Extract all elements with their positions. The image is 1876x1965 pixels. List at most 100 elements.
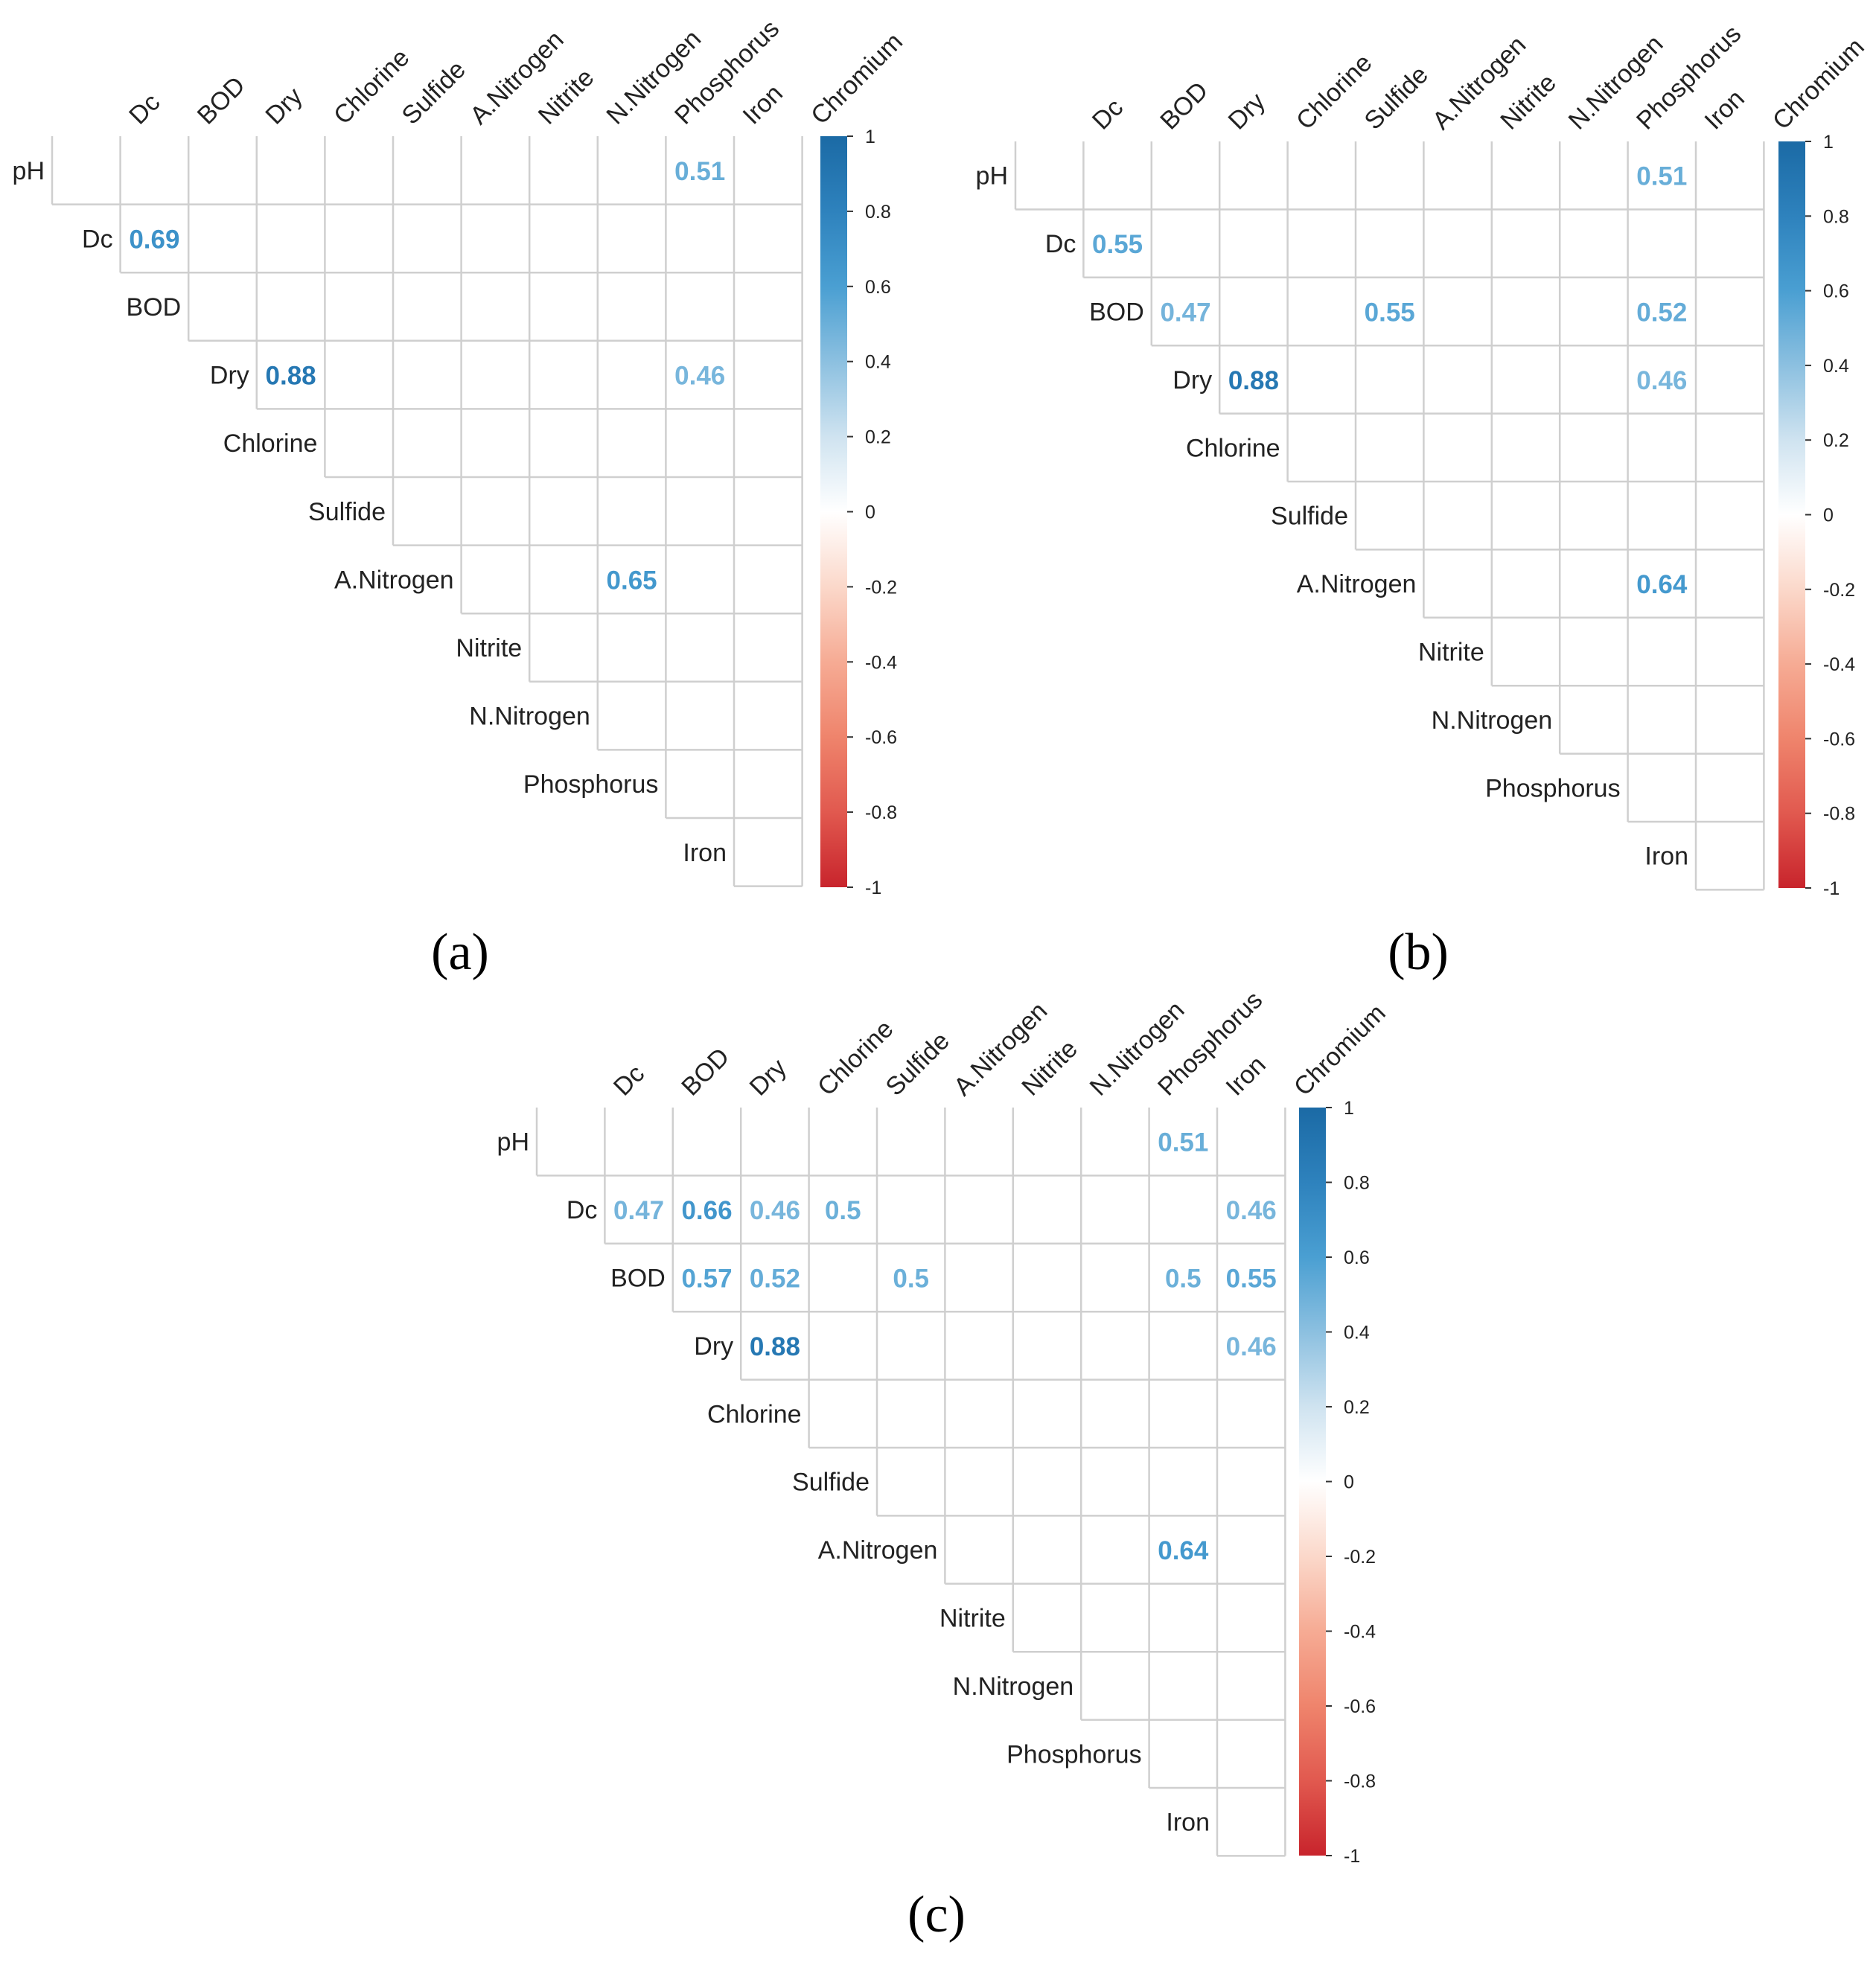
row-label: Sulfide bbox=[792, 1469, 870, 1497]
correlation-value: 0.88 bbox=[1228, 366, 1279, 395]
row-label: Dry bbox=[1172, 366, 1212, 394]
column-label: Chlorine bbox=[812, 1015, 899, 1101]
row-label: BOD bbox=[1089, 298, 1144, 327]
column-label: Iron bbox=[1220, 1050, 1271, 1101]
row-label: Dry bbox=[210, 362, 249, 390]
row-label: Sulfide bbox=[308, 498, 386, 526]
correlation-value: 0.5 bbox=[1165, 1265, 1202, 1294]
colorbar-tick-label: -0.8 bbox=[1823, 804, 1855, 825]
row-label: Chlorine bbox=[1186, 434, 1280, 462]
colorbar: 1 0.8 0.6 0.4 0.2 0 -0.2 -0.4 -0.6 -0.8 -1 bbox=[820, 127, 897, 898]
colorbar-tick-label: 0.4 bbox=[1823, 356, 1849, 377]
colorbar-tick-label: -0.8 bbox=[1344, 1771, 1376, 1792]
panel-label: (a) bbox=[431, 924, 489, 981]
column-label: Nitrite bbox=[1016, 1035, 1083, 1102]
column-label: Dc bbox=[1087, 93, 1129, 135]
colorbar-tick-label: -0.6 bbox=[1344, 1696, 1376, 1717]
row-label: Nitrite bbox=[939, 1605, 1006, 1633]
column-label: Chromium bbox=[1767, 33, 1870, 135]
colorbar: 1 0.8 0.6 0.4 0.2 0 -0.2 -0.4 -0.6 -0.8 -1 bbox=[1778, 132, 1855, 899]
row-label: Sulfide bbox=[1271, 502, 1348, 531]
colorbar-tick-label: -0.4 bbox=[1344, 1622, 1376, 1643]
correlation-value: 0.47 bbox=[613, 1196, 664, 1225]
row-label: Chlorine bbox=[223, 429, 318, 458]
column-label: Dc bbox=[124, 88, 165, 130]
column-label: Chromium bbox=[805, 28, 908, 130]
correlation-value: 0.46 bbox=[750, 1196, 800, 1225]
colorbar-tick-label: 1 bbox=[1344, 1098, 1354, 1119]
correlation-value: 0.66 bbox=[681, 1196, 732, 1225]
correlation-value: 0.88 bbox=[750, 1332, 800, 1361]
correlation-value: 0.51 bbox=[674, 157, 725, 186]
colorbar-tick-label: 0 bbox=[865, 502, 875, 523]
column-label: Nitrite bbox=[533, 63, 600, 130]
colorbar-tick-label: -1 bbox=[1344, 1846, 1360, 1867]
correlation-value: 0.88 bbox=[266, 362, 316, 391]
row-label: A.Nitrogen bbox=[334, 566, 454, 594]
row-label: pH bbox=[976, 162, 1008, 191]
row-label: Phosphorus bbox=[523, 770, 658, 799]
row-label: BOD bbox=[610, 1265, 666, 1293]
colorbar-tick-label: 0 bbox=[1823, 505, 1834, 526]
column-label: BOD bbox=[676, 1043, 735, 1102]
colorbar-tick-label: 0.6 bbox=[1823, 281, 1849, 302]
row-label: Iron bbox=[1644, 843, 1688, 871]
row-label: Phosphorus bbox=[1006, 1740, 1141, 1768]
grid-lines bbox=[1014, 141, 1765, 891]
row-label: Dc bbox=[82, 225, 113, 253]
column-label: Dry bbox=[1223, 87, 1271, 135]
colorbar-tick-label: -0.8 bbox=[865, 802, 897, 823]
panel-label: (c) bbox=[907, 1886, 966, 1943]
row-label: BOD bbox=[127, 293, 182, 322]
row-label: pH bbox=[13, 157, 45, 185]
correlation-value: 0.55 bbox=[1226, 1265, 1277, 1294]
correlation-value: 0.51 bbox=[1636, 162, 1687, 191]
row-label: N.Nitrogen bbox=[953, 1672, 1074, 1701]
colorbar-tick-label: -0.4 bbox=[1823, 654, 1855, 675]
colorbar-tick-label: 0.4 bbox=[1344, 1323, 1370, 1343]
colorbar-tick-label: 0 bbox=[1344, 1472, 1354, 1493]
correlation-value: 0.57 bbox=[681, 1265, 732, 1294]
colorbar-tick-label: 0.8 bbox=[1344, 1173, 1370, 1194]
correlation-value: 0.64 bbox=[1636, 570, 1688, 599]
colorbar-tick-label: -0.6 bbox=[865, 727, 897, 748]
row-label: Iron bbox=[683, 839, 727, 867]
column-label: Dry bbox=[260, 82, 307, 130]
colorbar-tick-label: 0.6 bbox=[1344, 1247, 1370, 1268]
column-label: Chlorine bbox=[328, 43, 415, 130]
colorbar-tick-label: -0.2 bbox=[1344, 1547, 1376, 1568]
row-label: Nitrite bbox=[456, 634, 522, 662]
colorbar-gradient bbox=[1299, 1108, 1326, 1856]
colorbar-tick-label: 0.8 bbox=[1823, 206, 1849, 227]
colorbar-gradient bbox=[820, 136, 847, 887]
heatmap-panel-a: pH Dc BOD Dry Chlorine Sulfide A.Nitrogen Nitri… bbox=[13, 14, 908, 981]
colorbar-tick-label: 0.4 bbox=[865, 352, 891, 373]
correlation-value: 0.46 bbox=[1226, 1332, 1277, 1361]
row-label: N.Nitrogen bbox=[1432, 706, 1553, 735]
colorbar-tick-label: 0.8 bbox=[865, 202, 891, 223]
colorbar-tick-label: -1 bbox=[865, 878, 881, 898]
row-label: pH bbox=[497, 1128, 529, 1157]
correlation-value: 0.46 bbox=[1636, 366, 1687, 395]
column-label: Iron bbox=[738, 79, 788, 130]
colorbar-tick-label: 0.2 bbox=[865, 427, 891, 448]
correlation-value: 0.52 bbox=[1636, 298, 1687, 328]
row-label: Chlorine bbox=[707, 1400, 802, 1428]
row-label: Dc bbox=[1045, 230, 1076, 258]
row-label: A.Nitrogen bbox=[1297, 570, 1417, 598]
correlation-value: 0.5 bbox=[825, 1196, 861, 1225]
correlation-value: 0.52 bbox=[750, 1265, 800, 1294]
row-label: Dc bbox=[567, 1196, 598, 1224]
row-label: N.Nitrogen bbox=[469, 703, 590, 731]
row-label: Dry bbox=[694, 1332, 733, 1361]
row-label: Nitrite bbox=[1418, 639, 1484, 667]
panel-label: (b) bbox=[1388, 924, 1449, 981]
column-label: Nitrite bbox=[1495, 68, 1562, 135]
grid-lines bbox=[535, 1108, 1286, 1857]
grid-lines bbox=[51, 136, 803, 887]
correlation-value: 0.46 bbox=[674, 362, 725, 391]
correlation-value: 0.46 bbox=[1226, 1196, 1277, 1225]
column-label: BOD bbox=[1155, 77, 1213, 135]
colorbar-tick-label: 0.2 bbox=[1344, 1397, 1370, 1418]
